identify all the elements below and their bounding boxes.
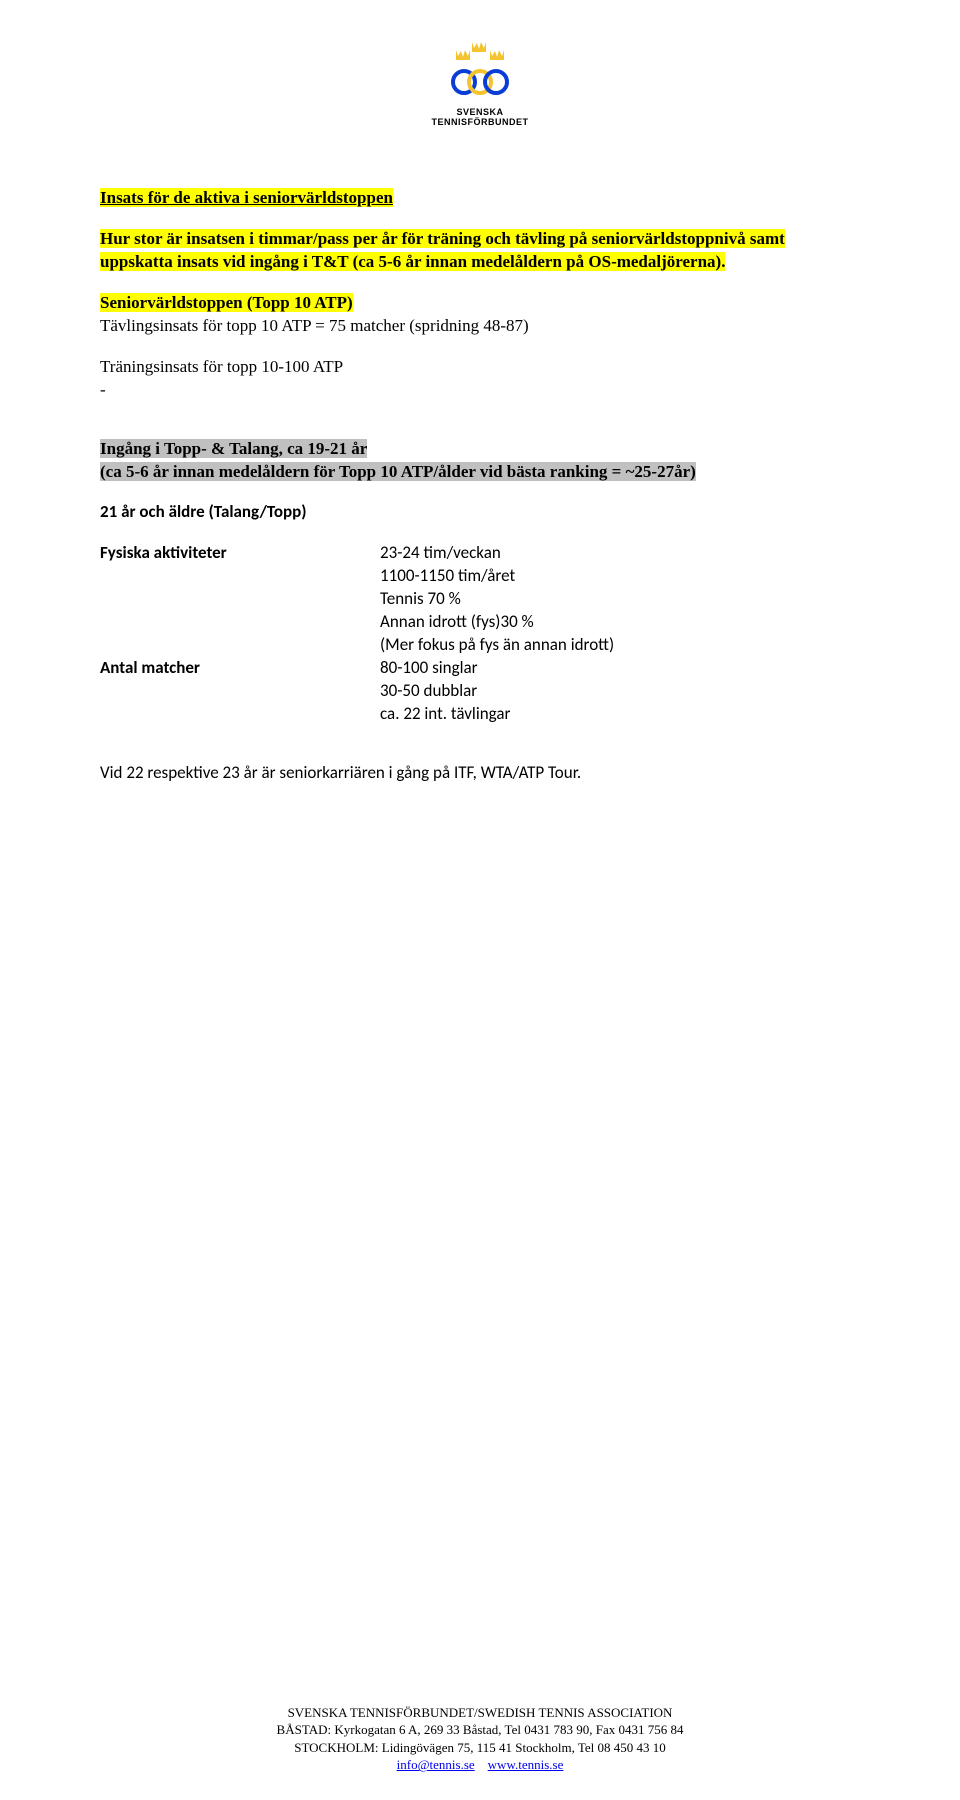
age-header: 21 år och äldre (Talang/Topp) [100,501,860,524]
footer-email-link[interactable]: info@tennis.se [397,1757,475,1772]
logo-text-line1: SVENSKA [100,107,860,117]
footer-web-link[interactable]: www.tennis.se [488,1757,564,1772]
footer-line1: SVENSKA TENNISFÖRBUNDET/SWEDISH TENNIS A… [0,1704,960,1722]
value-hours-week: 23-24 tim/veckan [380,542,860,565]
section1-title: Insats för de aktiva i seniorvärldstoppe… [100,187,860,210]
value-doubles: 30-50 dubblar [380,680,860,703]
value-singles: 80-100 singlar [380,657,860,680]
logo: SVENSKA TENNISFÖRBUNDET [100,40,860,127]
activity-block: Fysiska aktiviteter Antal matcher 23-24 … [100,542,860,726]
logo-text-line2: TENNISFÖRBUNDET [100,117,860,127]
footer-line2: BÅSTAD: Kyrkogatan 6 A, 269 33 Båstad, T… [0,1721,960,1739]
value-other-sport-pct: Annan idrott (fys)30 % [380,611,860,634]
section2-line1: Tävlingsinsats för topp 10 ATP = 75 matc… [100,315,860,338]
value-intl-tournaments: ca. 22 int. tävlingar [380,703,860,726]
section3-subtitle: (ca 5-6 år innan medelåldern för Topp 10… [100,461,860,484]
section2-line2: Träningsinsats för topp 10-100 ATP [100,356,860,379]
value-focus-note: (Mer fokus på fys än annan idrott) [380,634,860,657]
value-hours-year: 1100-1150 tim/året [380,565,860,588]
footer-line3: STOCKHOLM: Lidingövägen 75, 115 41 Stock… [0,1739,960,1757]
value-tennis-pct: Tennis 70 % [380,588,860,611]
footer: SVENSKA TENNISFÖRBUNDET/SWEDISH TENNIS A… [0,1704,960,1774]
closing-text: Vid 22 respektive 23 år är seniorkarriär… [100,762,860,785]
section3-title: Ingång i Topp- & Talang, ca 19-21 år [100,438,860,461]
section1-intro: Hur stor är insatsen i timmar/pass per å… [100,228,860,274]
logo-icon [441,40,519,98]
section2-line3: - [100,379,860,402]
label-physical-activities: Fysiska aktiviteter [100,542,380,565]
label-match-count: Antal matcher [100,657,380,680]
section2-title: Seniorvärldstoppen (Topp 10 ATP) [100,292,860,315]
